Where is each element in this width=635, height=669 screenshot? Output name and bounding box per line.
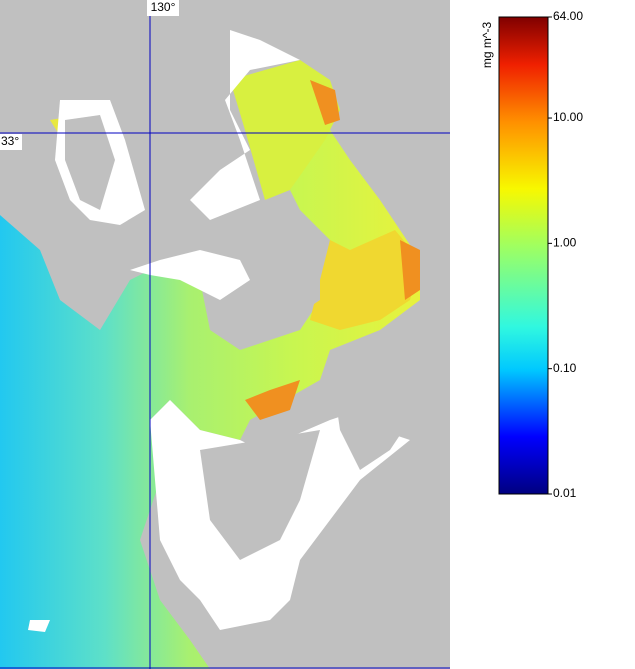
land [230, 200, 320, 330]
sea-chlorophyll [230, 60, 340, 200]
no-data [28, 620, 50, 632]
no-data [190, 30, 300, 220]
sea-chlorophyll [0, 130, 420, 669]
sea-chlorophyll [310, 230, 420, 330]
latitude-label: 33° [1, 134, 19, 148]
high-chlorophyll [400, 240, 420, 300]
colorbar-tick-label: 1.00 [553, 236, 577, 250]
no-data [130, 250, 250, 300]
map-area: 130° 33° [0, 0, 450, 669]
colorbar-tick-label: 10.00 [553, 110, 583, 124]
colorbar-tick-label: 64.00 [553, 9, 583, 23]
label-box [0, 134, 22, 150]
high-chlorophyll [245, 380, 300, 420]
high-chlorophyll [310, 80, 340, 125]
colorbar-tick-label: 0.10 [553, 361, 577, 375]
land [330, 330, 440, 470]
longitude-label: 130° [151, 0, 176, 14]
colorbar-label: mg m^-3 [480, 22, 494, 69]
land [200, 430, 320, 560]
colorbar-ramp [498, 16, 549, 495]
land [65, 115, 115, 210]
label-box [147, 0, 179, 16]
colorbar: mg m^-3 64.00 10.00 1.00 0.10 0.01 [480, 9, 583, 500]
colorbar-tick-label: 0.01 [553, 486, 577, 500]
